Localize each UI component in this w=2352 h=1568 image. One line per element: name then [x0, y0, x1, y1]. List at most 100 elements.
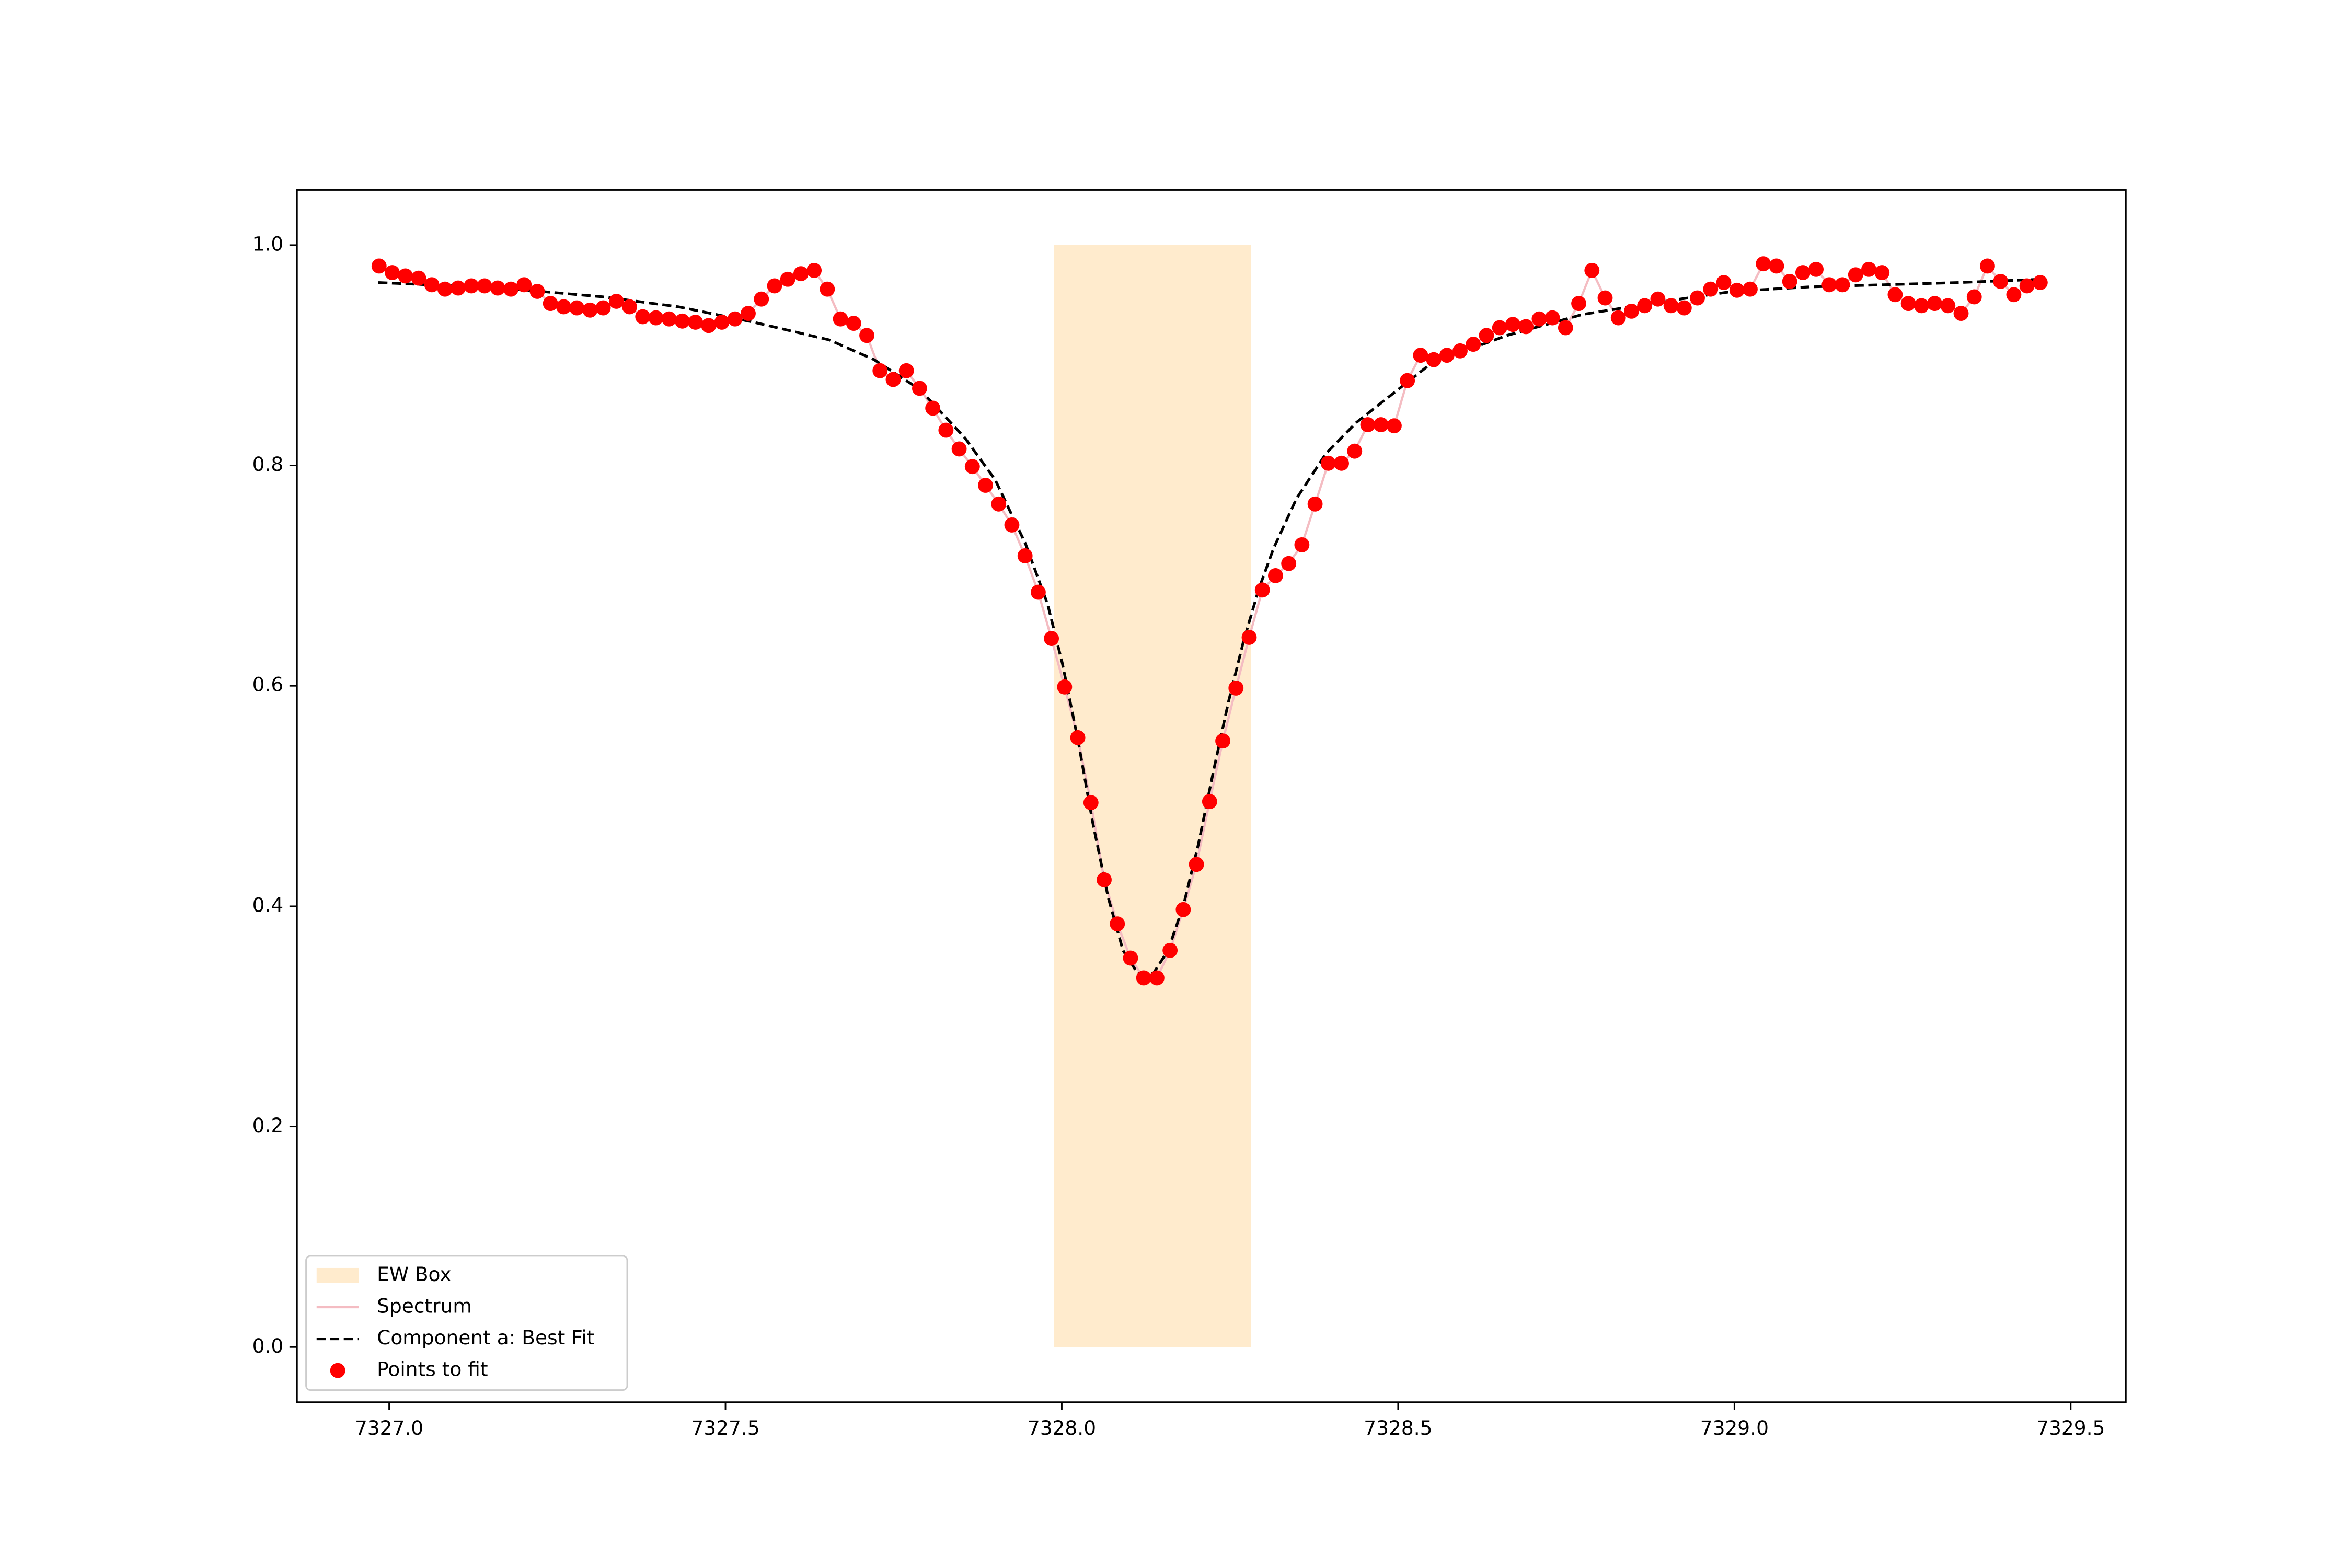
point: [1821, 277, 1837, 293]
point: [991, 496, 1007, 512]
point: [2006, 287, 2022, 303]
point: [912, 381, 927, 396]
point: [1439, 348, 1455, 363]
legend-box: [305, 1255, 628, 1391]
y-tick-label: 0.2: [252, 1114, 284, 1137]
x-tick-label: 7328.5: [1364, 1416, 1432, 1439]
point: [767, 278, 782, 294]
point: [1676, 300, 1692, 316]
point: [1584, 262, 1600, 278]
point: [714, 315, 730, 330]
legend-label: Spectrum: [377, 1294, 472, 1317]
point: [674, 313, 690, 329]
point: [1531, 311, 1547, 327]
point: [437, 281, 453, 297]
point: [1479, 328, 1494, 343]
point: [371, 258, 387, 274]
legend-swatch: [316, 1267, 359, 1283]
point: [1083, 795, 1099, 811]
point: [859, 328, 874, 343]
point: [1782, 274, 1797, 289]
legend-label: Component a: Best Fit: [377, 1326, 594, 1349]
point: [978, 478, 993, 493]
y-tick-label: 0.4: [252, 893, 284, 916]
point: [1861, 261, 1876, 277]
point: [1571, 296, 1586, 312]
point: [1953, 306, 1969, 321]
point: [1004, 517, 1020, 533]
point: [1558, 320, 1573, 336]
point: [1268, 568, 1283, 583]
point: [1980, 258, 1995, 274]
point: [516, 277, 532, 293]
point: [1544, 310, 1560, 326]
point: [424, 277, 440, 293]
point: [1228, 681, 1244, 696]
point: [1149, 970, 1165, 986]
x-tick-label: 7327.0: [355, 1416, 423, 1439]
y-tick-label: 1.0: [252, 232, 284, 255]
point: [661, 311, 677, 327]
point: [490, 280, 505, 296]
point: [1175, 902, 1191, 917]
point: [1162, 942, 1178, 958]
point: [820, 281, 835, 297]
point: [1254, 582, 1270, 598]
y-tick-label: 0.8: [252, 453, 284, 476]
point: [1241, 630, 1257, 645]
legend-label: EW Box: [377, 1263, 451, 1286]
point: [1136, 970, 1151, 986]
point: [1044, 631, 1059, 646]
point: [635, 309, 651, 325]
point: [1189, 857, 1204, 872]
point: [1795, 265, 1811, 281]
point: [464, 278, 479, 294]
point: [1215, 733, 1230, 749]
point: [1426, 352, 1442, 367]
point: [1070, 730, 1086, 745]
point: [951, 441, 967, 457]
point: [793, 266, 809, 282]
point: [1993, 274, 2009, 289]
point: [727, 311, 743, 327]
point: [1887, 287, 1903, 303]
point: [1597, 290, 1613, 306]
point: [451, 280, 466, 296]
point: [1940, 298, 1956, 314]
point: [1729, 282, 1745, 298]
legend-label: Points to fit: [377, 1358, 488, 1381]
point: [964, 459, 980, 475]
x-tick-label: 7329.0: [1700, 1416, 1769, 1439]
plot-area: [371, 245, 2048, 1347]
point: [1400, 373, 1415, 388]
point: [1518, 319, 1534, 335]
point: [1320, 455, 1336, 471]
point: [1756, 256, 1771, 272]
point: [1307, 496, 1323, 512]
point: [529, 284, 545, 299]
point: [477, 278, 492, 294]
point: [595, 300, 611, 316]
point: [1294, 537, 1310, 552]
point: [543, 296, 558, 312]
point: [1387, 418, 1402, 434]
point: [1097, 872, 1112, 887]
point: [1373, 417, 1389, 432]
point: [1347, 443, 1363, 459]
point: [648, 310, 664, 326]
point: [846, 316, 861, 331]
point: [741, 306, 756, 321]
point: [833, 311, 848, 327]
point: [411, 270, 426, 286]
legend: EW Box Spectrum Component a: Best Fit Point…: [305, 1255, 628, 1391]
point: [701, 318, 717, 333]
point: [503, 281, 518, 297]
point: [1966, 289, 1982, 305]
point: [1202, 794, 1217, 810]
point: [1017, 548, 1033, 563]
point: [872, 363, 888, 378]
point: [1874, 265, 1890, 281]
point: [569, 300, 585, 316]
